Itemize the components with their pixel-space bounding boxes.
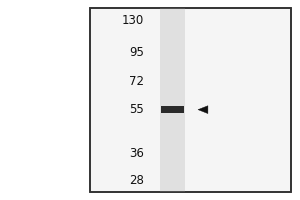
Text: 36: 36 — [129, 147, 144, 160]
Text: 130: 130 — [122, 14, 144, 26]
Polygon shape — [198, 106, 208, 114]
Bar — [160, 8, 185, 192]
Text: 95: 95 — [129, 46, 144, 59]
Text: 55: 55 — [129, 103, 144, 116]
Bar — [161, 106, 184, 113]
Bar — [90, 8, 291, 192]
Bar — [90, 8, 291, 192]
Text: 72: 72 — [129, 75, 144, 88]
Text: 28: 28 — [129, 173, 144, 186]
